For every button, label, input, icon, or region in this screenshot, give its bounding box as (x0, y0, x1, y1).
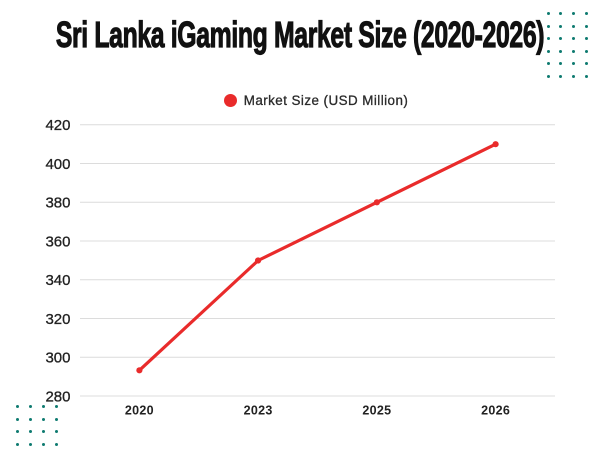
svg-text:300: 300 (45, 350, 70, 367)
svg-text:2023: 2023 (244, 404, 273, 418)
svg-text:2026: 2026 (481, 404, 510, 418)
svg-text:2020: 2020 (125, 404, 154, 418)
svg-text:420: 420 (45, 117, 70, 134)
svg-text:320: 320 (45, 311, 70, 328)
svg-text:360: 360 (45, 233, 70, 250)
svg-text:380: 380 (45, 195, 70, 212)
svg-text:340: 340 (45, 272, 70, 289)
svg-text:2025: 2025 (362, 404, 391, 418)
svg-text:280: 280 (45, 388, 70, 405)
svg-text:400: 400 (45, 156, 70, 173)
